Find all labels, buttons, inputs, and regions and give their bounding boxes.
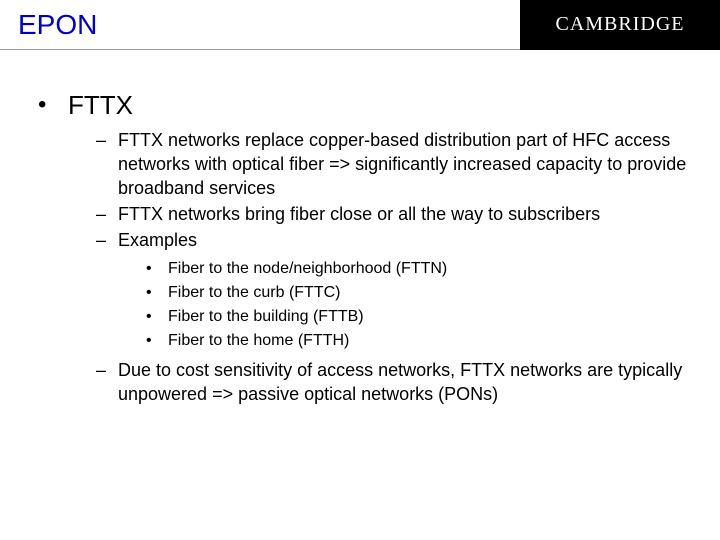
bullet-level3: • Fiber to the building (FTTB) (146, 306, 690, 328)
bullet-text: Fiber to the building (FTTB) (168, 306, 364, 328)
slide-body: • FTTX – FTTX networks replace copper-ba… (0, 50, 720, 406)
bullet-level2: – Examples (96, 228, 690, 252)
bullet-marker: • (146, 282, 168, 304)
bullet-level3: • Fiber to the node/neighborhood (FTTN) (146, 258, 690, 280)
bullet-marker: • (146, 330, 168, 352)
bullet-level2: – Due to cost sensitivity of access netw… (96, 358, 690, 406)
bullet-level3: • Fiber to the home (FTTH) (146, 330, 690, 352)
bullet-marker: • (38, 90, 68, 120)
bullet-level1: • FTTX (38, 90, 690, 120)
bullet-text: Fiber to the home (FTTH) (168, 330, 349, 352)
bullet-text: Due to cost sensitivity of access networ… (118, 358, 690, 406)
bullet-text: Fiber to the curb (FTTC) (168, 282, 340, 304)
slide-header: EPON CAMBRIDGE (0, 0, 720, 50)
bullet-text: FTTX networks replace copper-based distr… (118, 128, 690, 200)
bullet-marker: • (146, 306, 168, 328)
slide-title: EPON (18, 9, 97, 41)
bullet-text: Examples (118, 228, 690, 252)
bullet-marker: – (96, 228, 118, 252)
bullet-marker: • (146, 258, 168, 280)
bullet-marker: – (96, 358, 118, 406)
bullet-level3: • Fiber to the curb (FTTC) (146, 282, 690, 304)
bullet-text: FTTX networks bring fiber close or all t… (118, 202, 690, 226)
cambridge-logo: CAMBRIDGE (520, 0, 720, 50)
bullet-marker: – (96, 202, 118, 226)
bullet-level2: – FTTX networks replace copper-based dis… (96, 128, 690, 200)
bullet-marker: – (96, 128, 118, 200)
bullet-text: Fiber to the node/neighborhood (FTTN) (168, 258, 447, 280)
bullet-text: FTTX (68, 90, 133, 120)
bullet-level2: – FTTX networks bring fiber close or all… (96, 202, 690, 226)
